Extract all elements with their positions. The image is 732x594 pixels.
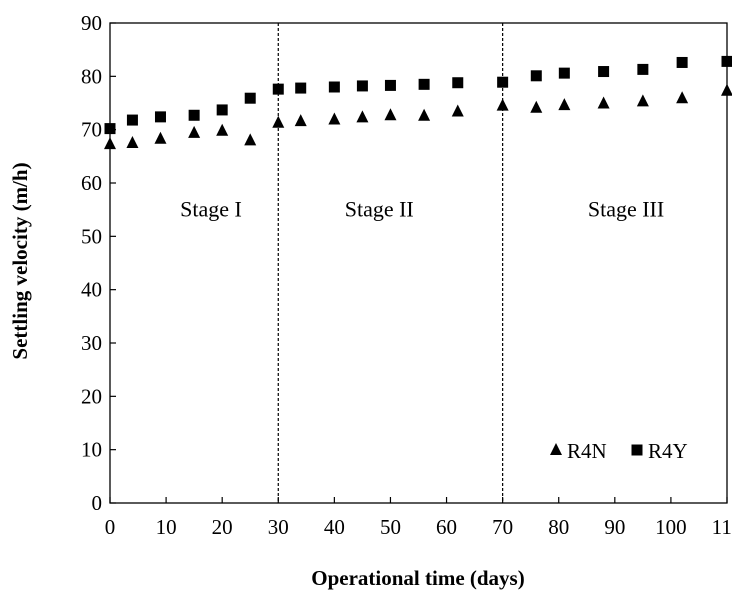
data-point [676,56,688,68]
data-point [530,70,542,82]
x-axis-title: Operational time (days) [311,566,524,590]
legend: R4N R4Y [550,439,688,463]
data-point [418,108,431,121]
data-point [452,77,464,89]
data-point [356,110,369,123]
data-point [272,83,284,95]
y-tick-label: 0 [92,491,103,515]
data-point [272,115,285,128]
data-point [244,92,256,104]
data-point [154,131,167,144]
data-point [188,109,200,121]
x-tick-label: 40 [324,515,345,539]
y-tick-label: 40 [81,278,102,302]
y-tick-label: 80 [81,64,102,88]
y-axis-title: Settling velocity (m/h) [8,162,32,359]
data-point [154,111,166,123]
data-point [384,108,397,121]
plot-border [109,22,728,504]
stage-dividers [277,23,504,503]
data-point [530,100,543,113]
data-point [244,133,257,146]
y-tick-label: 20 [81,384,102,408]
plot-frame [109,22,728,504]
data-point [328,112,341,125]
y-axis: 0 10 20 30 40 50 60 70 80 90 [81,11,116,515]
data-point [496,98,509,111]
x-tick-label: 0 [105,515,116,539]
y-tick-label: 90 [81,11,102,35]
x-tick-label: 70 [492,515,513,539]
x-tick-label: 90 [604,515,625,539]
data-point [294,114,307,127]
data-point [451,104,464,117]
stage-label: Stage I [180,197,242,222]
x-tick-label: 100 [655,515,687,539]
x-tick-label: 110 [712,515,732,539]
data-point [676,91,689,104]
stage-label: Stage II [345,197,414,222]
x-tick-label: 10 [156,515,177,539]
data-series [104,55,732,150]
y-tick-label: 60 [81,171,102,195]
x-tick-label: 50 [380,515,401,539]
x-tick-label: 60 [436,515,457,539]
legend-label-r4n: R4N [567,439,607,463]
data-point [597,96,610,109]
data-point [721,83,732,96]
data-point [418,78,430,90]
data-point [384,79,396,91]
data-point [558,98,571,111]
data-point [721,55,732,67]
data-point [637,63,649,75]
legend-label-r4y: R4Y [648,439,688,463]
data-point [328,81,340,93]
data-point [216,123,229,136]
data-point [497,76,509,88]
stage-labels: Stage I Stage II Stage III [180,197,664,222]
data-point [104,123,116,135]
data-point [126,114,138,126]
data-point [295,82,307,94]
y-tick-label: 10 [81,438,102,462]
x-tick-label: 30 [268,515,289,539]
data-point [188,125,201,138]
series-r4n [104,83,732,150]
stage-label: Stage III [588,197,664,222]
legend-marker-r4y [631,444,643,456]
data-point [216,104,228,116]
data-point [636,94,649,107]
data-point [558,67,570,79]
data-point [104,137,116,150]
series-r4y [104,55,732,135]
data-point [356,80,368,92]
legend-marker-r4n [550,443,562,455]
y-tick-label: 70 [81,118,102,142]
x-axis: 0 10 20 30 40 50 60 70 80 90 100 110 [105,497,732,539]
x-tick-label: 20 [212,515,233,539]
y-tick-label: 50 [81,224,102,248]
x-tick-label: 80 [548,515,569,539]
data-point [598,66,610,78]
data-point [126,136,139,148]
y-tick-label: 30 [81,331,102,355]
